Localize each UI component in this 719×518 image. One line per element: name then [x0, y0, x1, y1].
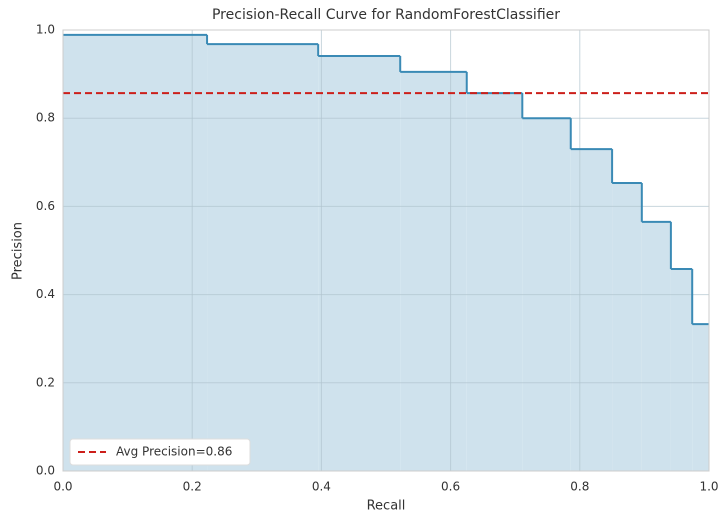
x-tick-label: 0.8 [570, 480, 589, 494]
legend-label: Avg Precision=0.86 [116, 445, 232, 459]
y-tick-label: 0.0 [36, 464, 55, 478]
chart-title: Precision-Recall Curve for RandomForestC… [212, 7, 560, 23]
y-tick-label: 0.2 [36, 375, 55, 389]
x-axis-label: Recall [367, 499, 406, 514]
legend-box [69, 438, 251, 466]
area-fill [318, 56, 401, 471]
x-tick-label: 0.0 [53, 480, 72, 494]
area-fill [207, 44, 319, 471]
x-tick-label: 0.2 [183, 480, 202, 494]
y-tick-label: 1.0 [36, 23, 55, 37]
x-tick-label: 0.4 [312, 480, 331, 494]
y-tick-label: 0.4 [36, 287, 55, 301]
area-fill [641, 221, 671, 471]
plot-frame [62, 29, 710, 472]
y-axis-label: Precision [11, 222, 26, 280]
area-fill [466, 93, 523, 472]
area-fill [63, 34, 208, 471]
y-tick-label: 0.8 [36, 111, 55, 125]
area-fill [670, 269, 693, 471]
x-tick-label: 1.0 [699, 480, 718, 494]
area-fill [692, 324, 709, 471]
area-fill [570, 149, 613, 471]
x-tick-label: 0.6 [441, 480, 460, 494]
area-fill [400, 71, 467, 472]
y-tick-label: 0.6 [36, 199, 55, 213]
area-fill [612, 183, 642, 472]
